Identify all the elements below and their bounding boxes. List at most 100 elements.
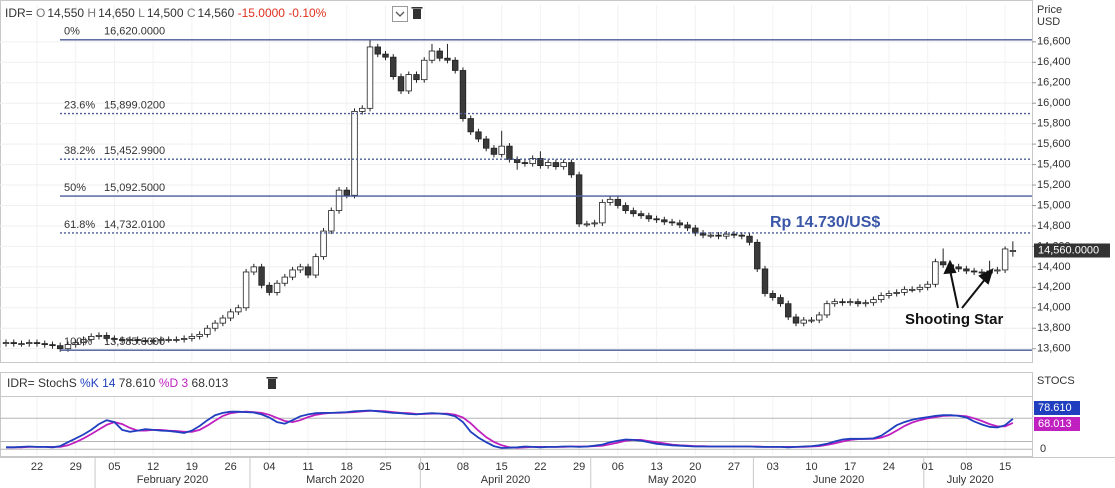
candle-body — [413, 74, 420, 81]
stoch-delete-button[interactable] — [266, 377, 278, 389]
trash-icon[interactable] — [268, 379, 276, 389]
legend-entry: %D — [159, 376, 179, 390]
fib-ratio-label: 0% — [64, 26, 80, 38]
candle-body — [955, 266, 962, 270]
candle-body — [188, 336, 196, 339]
candle-body — [459, 70, 467, 119]
candle-body — [932, 261, 939, 285]
x-tick-label: 17 — [844, 461, 856, 473]
y-tick-label: 16,600 — [1037, 36, 1071, 48]
candle-body — [273, 282, 281, 293]
candle-body — [335, 189, 343, 212]
candle-body — [297, 266, 304, 271]
x-tick-label: 27 — [728, 461, 740, 473]
candle-body — [258, 266, 265, 286]
candle-body — [498, 145, 505, 155]
candle-body — [661, 219, 668, 223]
y-tick-label: 16,200 — [1037, 77, 1071, 89]
x-tick-label: 15 — [496, 461, 508, 473]
candle-body — [792, 316, 800, 324]
quote-header: IDR= O 14,550 H 14,650 L 14,500 C 14,560 -15… — [5, 6, 327, 20]
candle-body — [506, 145, 513, 160]
y-tick-label: 16,400 — [1037, 56, 1071, 68]
fib-price-label: 15,899.0200 — [104, 99, 165, 111]
candle-body — [343, 189, 350, 196]
candle-body — [614, 198, 622, 206]
dropdown-box[interactable] — [392, 6, 408, 22]
y-axis-title: Price — [1037, 4, 1062, 16]
x-tick-label: 01 — [418, 461, 430, 473]
candle-body — [885, 293, 893, 296]
y-tick-label: 13,800 — [1037, 322, 1071, 334]
candle-body — [281, 276, 289, 284]
candle-body — [289, 269, 296, 278]
candle-body — [436, 50, 443, 59]
candle-body — [606, 198, 614, 203]
month-label: June 2020 — [813, 474, 864, 486]
change-pct: -0.10% — [288, 6, 326, 20]
x-tick-label: 08 — [457, 461, 469, 473]
trash-icon[interactable] — [413, 9, 421, 19]
candle-body — [142, 340, 149, 342]
candle-body — [328, 210, 335, 232]
candle-body — [785, 303, 792, 318]
y-tick-label: 15,800 — [1037, 118, 1071, 130]
field-value: 14,550 — [47, 6, 84, 20]
candle-body — [568, 162, 575, 176]
y-tick-label: 14,000 — [1037, 302, 1071, 314]
candle-body — [591, 222, 598, 225]
candle-body — [467, 118, 474, 133]
delete-button[interactable] — [411, 7, 423, 19]
trash-lid — [411, 7, 423, 9]
candle-body — [513, 159, 521, 163]
candle-body — [901, 288, 908, 293]
y-tick-label: 0 — [1040, 443, 1046, 455]
candle-body — [924, 283, 931, 288]
candle-body — [482, 138, 490, 149]
candle-body — [862, 302, 869, 305]
last-price-label: 14,560.0000 — [1038, 244, 1099, 256]
y-tick-label: 15,200 — [1037, 179, 1071, 191]
y-tick-label: 15,600 — [1037, 138, 1071, 150]
x-tick-label: 29 — [70, 461, 82, 473]
candle-body — [26, 342, 33, 344]
candle-body — [707, 234, 714, 237]
month-label: March 2020 — [306, 474, 364, 486]
dropdown-arrow — [395, 11, 405, 17]
fib-price-label: 13,585.0000 — [104, 336, 165, 348]
candle-body — [41, 343, 48, 346]
candle-body — [560, 162, 567, 168]
stoch-axis-label: STOCS — [1037, 375, 1075, 387]
candle-body — [118, 339, 126, 341]
candle-body — [1001, 248, 1009, 271]
x-tick-label: 08 — [960, 461, 972, 473]
marks — [2, 39, 1017, 449]
candle-body — [529, 158, 536, 164]
arrow-head — [943, 259, 957, 275]
stoch-header: IDR= StochS %K 14 78.610 %D 3 68.013 — [7, 376, 229, 390]
candle-body — [444, 57, 451, 61]
candle-body — [823, 303, 831, 316]
month-label: May 2020 — [648, 474, 696, 486]
candle-body — [622, 205, 629, 212]
candle-body — [963, 268, 970, 272]
x-tick-label: 18 — [341, 461, 353, 473]
candle-body — [831, 301, 838, 305]
fib-ratio-label: 23.6% — [64, 99, 95, 111]
candle-body — [893, 292, 900, 294]
candle-body — [149, 340, 157, 342]
x-tick-label: 19 — [186, 461, 198, 473]
x-tick-label: 01 — [922, 461, 934, 473]
candle-body — [196, 333, 203, 337]
fib-ratio-label: 50% — [64, 182, 86, 194]
dropdown-button[interactable] — [392, 6, 408, 22]
candle-body — [754, 241, 761, 270]
candle-body — [583, 223, 591, 226]
y-tick-label: 14,400 — [1037, 261, 1071, 273]
y-tick-label: 13,600 — [1037, 343, 1071, 355]
candle-body — [738, 234, 745, 237]
candle-body — [978, 271, 986, 274]
fib-price-label: 16,620.0000 — [104, 26, 165, 38]
